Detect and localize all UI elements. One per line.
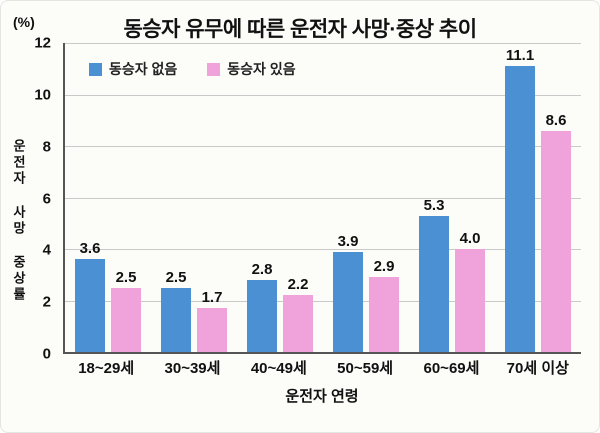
bar-group: 3.9 2.9	[323, 43, 409, 352]
bar	[455, 249, 485, 352]
legend-label: 동승자 없음	[109, 61, 178, 77]
bar-wrap: 4.0	[455, 43, 485, 352]
bar-groups: 3.6 2.5 2.5 1.7 2.8 2.2 3.9 2.9 5.3 4.0 11.1 8.6	[65, 43, 581, 352]
bar-wrap: 8.6	[541, 43, 571, 352]
y-tick-label: 4	[42, 241, 51, 259]
bar-value-label: 1.7	[201, 289, 223, 307]
bar	[161, 287, 191, 352]
bar-wrap: 11.1	[505, 43, 535, 352]
bar-value-label: 5.3	[423, 196, 445, 214]
bar-wrap: 2.2	[283, 43, 313, 352]
bar-value-label: 2.2	[287, 276, 309, 294]
bar-group: 11.1 8.6	[495, 43, 581, 352]
y-tick-label: 6	[42, 190, 51, 207]
y-axis-title: 운전자 사망 중상률	[11, 139, 26, 303]
bar-group: 3.6 2.5	[65, 43, 151, 352]
gridline	[65, 300, 581, 302]
bar-wrap: 2.9	[369, 43, 399, 352]
legend-swatch-blue-icon	[89, 62, 102, 76]
bar	[197, 308, 227, 352]
chart-title: 동승자 유무에 따른 운전자 사망·중상 추이	[123, 18, 477, 41]
gridline	[65, 94, 581, 96]
bar-value-label: 3.9	[337, 232, 359, 250]
bar-value-label: 2.8	[251, 260, 273, 278]
bar	[247, 279, 277, 352]
x-tick-label: 50~59세	[337, 360, 394, 377]
bar-wrap: 5.3	[419, 43, 449, 352]
legend-label: 동승자 있음	[227, 61, 296, 77]
bar-value-label: 11.1	[505, 47, 535, 65]
bar-wrap: 2.5	[161, 43, 191, 352]
x-tick-label: 18~29세	[78, 360, 135, 377]
y-tick-label: 2	[42, 293, 51, 311]
bar-value-label: 4.0	[459, 230, 481, 247]
gridline	[65, 146, 581, 147]
bar-value-label: 2.5	[165, 268, 187, 286]
x-tick-label: 60~69세	[423, 360, 480, 377]
bar-wrap: 1.7	[197, 43, 227, 352]
x-axis-ticks: 18~29세 30~39세 40~49세 50~59세 60~69세 70세 이상	[63, 357, 581, 378]
gridline	[65, 197, 581, 199]
bar-value-label: 3.6	[79, 240, 101, 258]
y-tick-label: 12	[34, 34, 51, 52]
bar-group: 5.3 4.0	[409, 43, 495, 352]
bar	[369, 277, 399, 352]
bar-wrap: 2.8	[247, 43, 277, 352]
gridline	[65, 43, 581, 44]
bar-value-label: 8.6	[545, 111, 567, 129]
bar	[283, 295, 313, 352]
bar-value-label: 2.5	[115, 268, 137, 286]
x-axis-title: 운전자 연령	[285, 388, 359, 405]
gridline	[65, 249, 581, 250]
bar	[75, 259, 105, 352]
legend-swatch-pink-icon	[207, 62, 221, 76]
x-tick-label: 40~49세	[250, 360, 307, 377]
y-tick-label: 8	[42, 138, 51, 156]
bar	[505, 66, 535, 352]
bar-value-label: 2.9	[373, 258, 395, 276]
y-axis-ticks: 0 2 4 6 8 10 12	[15, 35, 59, 363]
plot-area: 3.6 2.5 2.5 1.7 2.8 2.2 3.9 2.9 5.3 4.0 11.1 8.6	[63, 43, 581, 354]
y-tick-label: 0	[42, 345, 51, 363]
bar-wrap: 3.6	[75, 43, 105, 352]
x-tick-label: 70세 이상	[506, 360, 569, 377]
bar	[419, 215, 449, 352]
y-tick-label: 10	[34, 86, 51, 104]
bar	[333, 251, 363, 352]
bar-group: 2.8 2.2	[237, 43, 323, 352]
bar	[541, 130, 571, 352]
bar-wrap: 3.9	[333, 43, 363, 352]
bar-wrap: 2.5	[111, 43, 141, 352]
legend: 동승자 없음 동승자 있음	[89, 59, 296, 79]
bar-group: 2.5 1.7	[151, 43, 237, 352]
x-tick-label: 30~39세	[164, 360, 221, 377]
legend-item-with-passenger: 동승자 있음	[207, 59, 296, 79]
bar	[111, 287, 141, 352]
legend-item-no-passenger: 동승자 없음	[89, 59, 177, 79]
y-unit-label: (%)	[13, 14, 35, 30]
